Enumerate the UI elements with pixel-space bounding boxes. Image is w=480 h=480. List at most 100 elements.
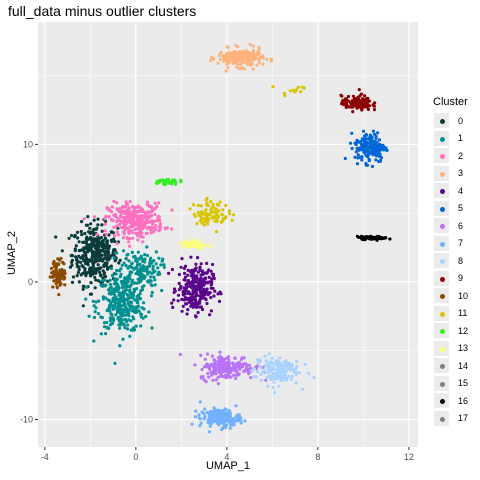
data-point: [353, 155, 357, 159]
data-point: [213, 363, 217, 367]
legend-dot: [440, 259, 445, 265]
cluster-16-points: [355, 234, 392, 242]
data-point: [84, 297, 88, 301]
data-point: [149, 294, 154, 298]
data-point: [170, 182, 174, 186]
data-point: [110, 274, 115, 278]
data-point: [211, 369, 215, 374]
data-point: [114, 313, 118, 317]
data-point: [154, 224, 158, 228]
data-point: [123, 205, 127, 209]
data-point: [134, 259, 138, 263]
data-point: [210, 280, 214, 284]
data-point: [100, 259, 105, 263]
data-point: [141, 259, 145, 263]
data-point: [113, 293, 117, 297]
data-point: [110, 313, 114, 317]
data-point: [96, 263, 100, 267]
data-point: [205, 222, 210, 226]
data-point: [86, 215, 90, 219]
data-point: [130, 262, 134, 266]
legend-dot: [440, 381, 445, 387]
data-point: [227, 358, 231, 362]
data-point: [237, 360, 241, 364]
legend-key: [433, 374, 450, 392]
data-point: [205, 196, 209, 200]
data-point: [122, 224, 126, 228]
data-point: [205, 362, 209, 366]
data-point: [125, 236, 129, 240]
data-point: [349, 141, 353, 145]
data-point: [355, 162, 360, 166]
data-point: [84, 244, 89, 249]
data-point: [193, 415, 198, 419]
data-point: [109, 301, 113, 305]
data-point: [80, 220, 84, 224]
data-point: [267, 352, 271, 356]
data-point: [121, 219, 125, 223]
data-point: [132, 287, 136, 291]
data-point: [97, 299, 101, 303]
data-point: [147, 264, 151, 268]
data-point: [284, 378, 288, 382]
data-point: [184, 302, 188, 306]
data-point: [227, 417, 231, 422]
data-point: [156, 218, 160, 222]
data-point: [179, 284, 183, 288]
data-point: [153, 278, 157, 282]
data-point: [209, 283, 213, 287]
data-points: [48, 43, 392, 434]
data-point: [56, 276, 60, 280]
cluster-8-points: [249, 352, 316, 395]
data-point: [99, 332, 103, 336]
data-point: [276, 368, 280, 372]
data-point: [97, 251, 101, 255]
data-point: [134, 310, 139, 314]
data-point: [153, 283, 157, 287]
legend-label: 6: [458, 220, 464, 231]
data-point: [295, 370, 299, 374]
data-point: [140, 306, 144, 310]
data-point: [103, 229, 107, 233]
data-point: [111, 218, 115, 222]
data-point: [118, 311, 122, 315]
data-point: [145, 245, 149, 249]
data-point: [88, 274, 93, 278]
data-point: [182, 278, 186, 282]
data-point: [141, 235, 145, 239]
data-point: [203, 243, 207, 248]
data-point: [224, 203, 228, 207]
data-point: [178, 241, 182, 245]
data-point: [209, 207, 213, 211]
data-point: [215, 202, 219, 206]
data-point: [115, 241, 119, 246]
data-point: [212, 406, 216, 410]
data-point: [130, 278, 135, 282]
data-point: [199, 276, 203, 280]
data-point: [159, 263, 163, 267]
data-point: [216, 411, 220, 415]
data-point: [206, 281, 210, 285]
data-point: [144, 211, 148, 215]
data-point: [213, 219, 217, 223]
data-point: [352, 101, 356, 105]
data-point: [102, 250, 106, 254]
data-point: [127, 209, 131, 213]
cluster-2-points: [82, 199, 174, 248]
data-point: [299, 90, 303, 94]
data-point: [90, 253, 94, 257]
data-point: [224, 69, 228, 73]
data-point: [150, 290, 154, 295]
data-point: [111, 307, 115, 311]
data-point: [361, 102, 365, 106]
data-point: [126, 301, 130, 305]
data-point: [214, 366, 219, 370]
data-point: [229, 52, 234, 56]
data-point: [128, 304, 132, 308]
data-point: [283, 364, 287, 368]
data-point: [135, 216, 139, 220]
data-point: [196, 203, 200, 208]
data-point: [198, 424, 202, 428]
data-point: [130, 309, 134, 313]
data-point: [251, 44, 255, 48]
